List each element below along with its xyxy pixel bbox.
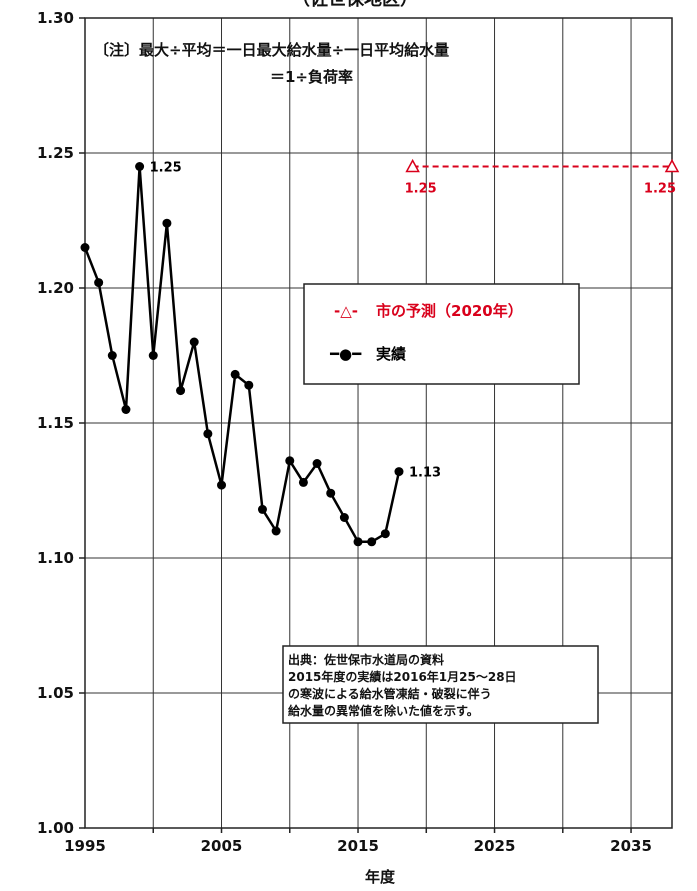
y-tick-label-6: 1.30	[37, 9, 74, 27]
y-tick-label-1: 1.05	[37, 684, 74, 702]
series-0-point-17	[312, 459, 322, 468]
data-labels: 1.25 1.13 1.25 1.25	[150, 161, 676, 481]
x-axis: 1995 2005 2015 2025 2035	[64, 828, 652, 855]
series-0-point-14	[271, 526, 281, 536]
series	[80, 158, 680, 547]
series-0-point-22	[380, 529, 390, 539]
series-0-point-5	[148, 351, 158, 360]
legend-item-forecast-label: 市の予測（2020年）	[376, 302, 523, 320]
series-0-point-6	[162, 218, 172, 228]
data-label-0: 1.25	[150, 161, 182, 176]
series-0-point-2	[107, 351, 117, 360]
series-0-point-16	[298, 477, 308, 487]
data-label-2: 1.25	[405, 182, 437, 197]
x-tick-label-2: 2015	[337, 837, 379, 855]
legend-item-actual-symbol: ━●━	[329, 345, 362, 363]
series-1-point-0	[405, 158, 420, 173]
series-0-point-21	[367, 537, 377, 547]
y-tick-label-4: 1.20	[37, 279, 74, 297]
y-tick-label-3: 1.15	[37, 414, 74, 432]
data-label-3: 1.25	[644, 182, 676, 197]
series-0-point-15	[285, 456, 295, 466]
series-0-point-23	[394, 467, 404, 477]
x-tick-label-4: 2035	[610, 837, 652, 855]
series-1-point-1	[664, 158, 680, 173]
series-line-0	[83, 165, 401, 544]
series-0-point-0	[80, 243, 90, 252]
chart-title: （佐世保地区）	[292, 0, 418, 10]
series-0-point-1	[94, 278, 104, 288]
x-axis-title: 年度	[365, 868, 396, 886]
x-tick-label-0: 1995	[64, 837, 106, 855]
series-0-point-19	[339, 513, 349, 522]
legend-item-actual-label: 実績	[376, 345, 406, 363]
series-0-point-8	[189, 337, 199, 347]
series-0-point-12	[244, 380, 254, 390]
series-0-point-9	[203, 429, 213, 439]
chart-note-line-2: ＝1÷負荷率	[270, 68, 353, 86]
series-0-point-18	[326, 488, 336, 498]
legend-item-forecast-symbol: -△-	[334, 302, 358, 320]
series-0-point-13	[257, 504, 267, 514]
source-note-line-2: 2015年度の実績は2016年1月25～28日	[288, 669, 517, 684]
source-note-line-4: 給水量の異常値を除いた値を示す。	[288, 703, 479, 718]
series-0-point-11	[230, 369, 240, 379]
x-tick-label-1: 2005	[201, 837, 243, 855]
source-note-box	[282, 645, 599, 724]
source-note-line-1: 出典：佐世保市水道局の資料	[288, 652, 444, 667]
series-0-point-10	[217, 480, 227, 490]
data-label-1: 1.13	[409, 466, 441, 481]
series-0-point-7	[176, 386, 186, 396]
series-0-point-3	[121, 405, 131, 414]
series-0-point-4	[135, 162, 145, 171]
source-note-line-3: の寒波による給水管凍結・破裂に伴う	[288, 686, 492, 701]
source-note: 出典：佐世保市水道局の資料 2015年度の実績は2016年1月25～28日 の寒…	[282, 645, 599, 724]
y-axis: 1.00 1.05 1.10 1.15 1.20 1.25 1.30	[37, 9, 85, 837]
series-0-point-20	[353, 537, 363, 547]
legend-box	[303, 283, 580, 385]
y-tick-label-0: 1.00	[37, 819, 74, 837]
chart-note-line-1: 〔注〕最大÷平均＝一日最大給水量÷一日平均給水量	[94, 41, 449, 59]
x-tick-label-3: 2025	[474, 837, 516, 855]
y-tick-label-2: 1.10	[37, 549, 74, 567]
y-tick-label-5: 1.25	[37, 144, 74, 162]
legend: -△- 市の予測（2020年） ━●━ 実績	[303, 283, 580, 385]
